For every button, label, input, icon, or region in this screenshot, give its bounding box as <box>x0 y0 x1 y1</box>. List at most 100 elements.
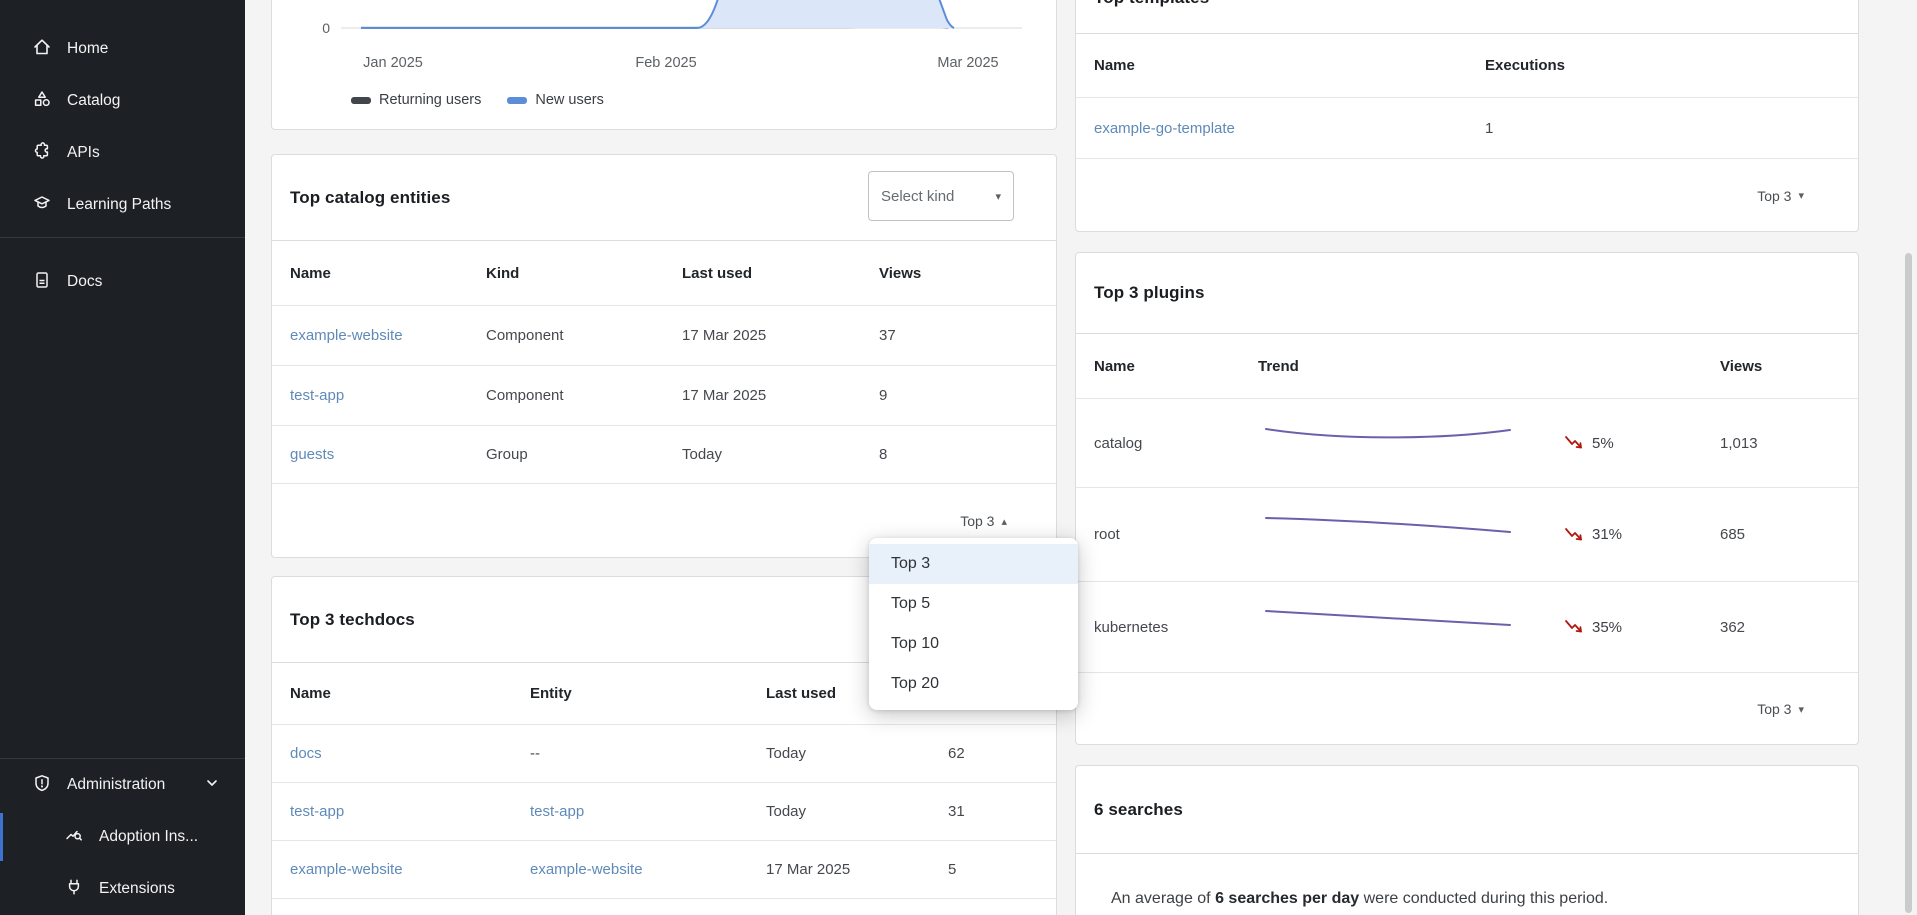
column-header: Name <box>1094 57 1135 74</box>
top-n-selector-open[interactable]: Top 3 ▴ <box>272 484 1056 558</box>
techdoc-link[interactable]: test-app <box>290 803 345 820</box>
chevron-down-icon: ▾ <box>1798 703 1804 716</box>
table-row: guests Group Today 8 <box>272 426 1056 484</box>
trend-percent: 5% <box>1592 434 1614 452</box>
searches-card: 6 searches An average of 6 searches per … <box>1075 765 1859 915</box>
legend-label: Returning users <box>379 92 482 108</box>
cell-entity: -- <box>530 745 540 762</box>
menu-item-top-3[interactable]: Top 3 <box>869 544 1078 584</box>
trend-sparkline <box>1265 610 1511 626</box>
top-n-value: Top 3 <box>1757 187 1792 204</box>
column-header: Executions <box>1485 57 1566 74</box>
document-icon <box>32 270 52 295</box>
template-link[interactable]: example-go-template <box>1094 119 1235 137</box>
trend-percent: 31% <box>1592 526 1623 543</box>
entity-link[interactable]: example-website <box>290 327 403 344</box>
cell-plugin-name: kubernetes <box>1094 618 1169 636</box>
cell-executions: 1 <box>1485 119 1494 137</box>
legend-item-new-users: New users <box>507 92 604 108</box>
column-header: Views <box>1720 357 1763 375</box>
searches-summary-text: An average of 6 searches per day were co… <box>1076 854 1858 908</box>
cell-kind: Component <box>486 387 564 404</box>
sidebar-item-label: Extensions <box>99 880 175 897</box>
cell-plugin-name: root <box>1094 526 1120 543</box>
entity-link[interactable]: test-app <box>530 803 585 820</box>
table-row: docs -- Today 62 <box>272 725 1056 783</box>
vertical-scrollbar-thumb[interactable] <box>1905 253 1912 913</box>
summary-text: An average of <box>1111 890 1216 907</box>
sidebar-item-catalog[interactable]: Catalog <box>0 75 245 127</box>
trend-cell: 35% <box>1564 619 1720 636</box>
legend-swatch <box>351 96 371 104</box>
trend-down-icon <box>1565 527 1582 540</box>
x-axis-tick: Feb 2025 <box>635 55 697 71</box>
top-templates-card: Top templates Name Executions example-go… <box>1075 0 1859 232</box>
sidebar-item-extensions[interactable]: Extensions <box>0 863 245 915</box>
active-users-area-chart <box>341 0 1022 29</box>
card-header: Top templates <box>1076 0 1858 34</box>
column-header: Name <box>290 264 331 282</box>
select-kind-value: Select kind <box>881 187 955 205</box>
plug-icon <box>64 877 84 902</box>
sidebar-item-label: Docs <box>67 273 103 290</box>
trend-sparkline <box>1265 428 1511 439</box>
cell-views: 9 <box>879 387 888 404</box>
techdoc-link[interactable]: docs <box>290 745 322 762</box>
sidebar-item-learning-paths[interactable]: Learning Paths <box>0 179 245 231</box>
x-axis-tick: Mar 2025 <box>937 55 999 71</box>
card-title: Top catalog entities <box>290 187 451 207</box>
card-title: Top 3 plugins <box>1094 283 1205 302</box>
card-title: 6 searches <box>1094 799 1183 819</box>
x-axis-tick: Jan 2025 <box>363 55 423 71</box>
cell-views: 8 <box>879 446 888 463</box>
entity-link[interactable]: test-app <box>290 387 345 404</box>
shield-icon <box>32 773 52 798</box>
top-n-selector[interactable]: Top 3 ▾ <box>1076 159 1858 232</box>
sidebar-item-administration[interactable]: Administration <box>0 759 245 811</box>
table-row: example-go-template 1 <box>1076 98 1858 159</box>
cell-last-used: 17 Mar 2025 <box>682 387 767 404</box>
top-n-value: Top 3 <box>960 513 995 529</box>
sidebar-item-label: Administration <box>67 776 166 793</box>
trend-sparkline <box>1265 516 1511 533</box>
chevron-up-icon: ▴ <box>1001 515 1007 528</box>
cell-views: 62 <box>948 745 965 762</box>
cell-plugin-name: catalog <box>1094 434 1143 452</box>
entity-link[interactable]: guests <box>290 446 335 463</box>
sidebar-item-apis[interactable]: APIs <box>0 127 245 179</box>
sidebar-item-home[interactable]: Home <box>0 23 245 75</box>
menu-item-top-10[interactable]: Top 10 <box>891 635 940 652</box>
catalog-icon <box>32 89 52 114</box>
summary-bold: 6 searches per day <box>1215 890 1360 907</box>
cell-views: 37 <box>879 327 896 344</box>
sidebar-item-adoption-insights[interactable]: Adoption Ins... <box>0 811 245 863</box>
entity-link[interactable]: example-website <box>530 861 643 878</box>
select-kind-dropdown[interactable]: Select kind ▾ <box>868 171 1014 221</box>
table-row: root 31% 685 <box>1076 488 1858 582</box>
active-users-chart-card: 0 Jan 2025 Feb 2025 Mar 2025 Returning u… <box>271 0 1057 130</box>
card-title: Top 3 techdocs <box>290 609 415 629</box>
top-plugins-card: Top 3 plugins Name Trend Views catalog 5… <box>1075 252 1859 745</box>
top-n-value: Top 3 <box>1757 701 1792 717</box>
top-n-selector[interactable]: Top 3 ▾ <box>1076 673 1858 745</box>
column-header: Kind <box>486 264 520 282</box>
home-icon <box>32 37 52 62</box>
table-row: catalog 5% 1,013 <box>1076 399 1858 488</box>
chevron-down-icon <box>205 776 219 795</box>
sidebar-item-docs[interactable]: Docs <box>0 256 245 308</box>
chevron-down-icon: ▾ <box>995 190 1001 203</box>
cell-last-used: 17 Mar 2025 <box>766 861 851 878</box>
top-catalog-entities-card: Top catalog entities Select kind ▾ Name … <box>271 154 1057 558</box>
cell-views: 362 <box>1720 618 1746 636</box>
menu-item-top-5[interactable]: Top 5 <box>891 595 931 612</box>
sidebar-item-label: Learning Paths <box>67 196 172 213</box>
top-n-dropdown-menu: Top 3 Top 5 Top 10 Top 20 <box>869 538 1078 710</box>
summary-text: were conducted during this period. <box>1359 890 1609 907</box>
menu-item-top-20[interactable]: Top 20 <box>891 675 940 692</box>
cell-kind: Group <box>486 446 528 463</box>
techdoc-link[interactable]: example-website <box>290 861 403 878</box>
cell-last-used: Today <box>766 745 807 762</box>
trend-cell: 5% <box>1564 435 1720 452</box>
column-header: Last used <box>766 685 837 702</box>
column-header: Last used <box>682 264 753 282</box>
